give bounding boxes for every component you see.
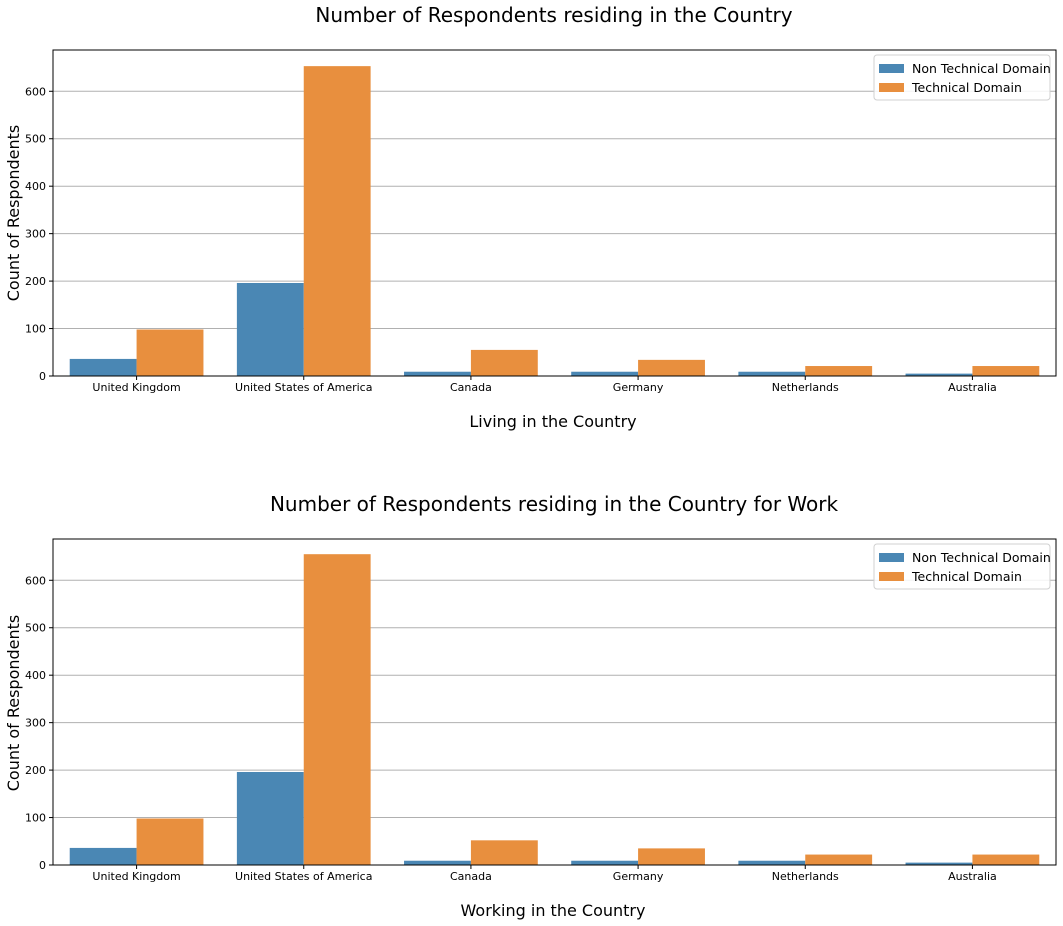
- legend-swatch: [879, 572, 904, 581]
- x-tick-label: United Kingdom: [92, 381, 180, 394]
- y-tick-label: 200: [25, 764, 46, 777]
- bar-non-technical: [404, 860, 471, 865]
- legend-swatch: [879, 553, 904, 562]
- y-tick-label: 100: [25, 812, 46, 825]
- x-axis-label: Living in the Country: [469, 412, 636, 431]
- bar-technical: [805, 854, 873, 865]
- chart-working: Number of Respondents residing in the Co…: [0, 463, 1063, 926]
- x-tick-label: Australia: [948, 870, 997, 883]
- legend: Non Technical Domain Technical Domain: [873, 543, 1051, 590]
- legend-box: [873, 543, 1051, 590]
- bar-non-technical: [905, 373, 973, 376]
- bar-non-technical: [571, 371, 639, 376]
- bar-non-technical: [738, 860, 806, 865]
- y-tick-label: 400: [25, 180, 46, 193]
- x-tick-label: United States of America: [235, 381, 372, 394]
- plot-frame: [52, 538, 1057, 866]
- bar-non-technical: [236, 771, 304, 865]
- bar-technical: [303, 66, 371, 377]
- legend-box: [873, 54, 1051, 101]
- bar-non-technical: [69, 847, 137, 865]
- chart-title: Number of Respondents residing in the Co…: [315, 3, 792, 27]
- y-tick-label: 0: [39, 370, 46, 383]
- x-tick-label: United Kingdom: [92, 870, 180, 883]
- x-tick-label: Canada: [450, 381, 492, 394]
- bar-technical: [136, 818, 204, 865]
- legend-swatch: [879, 64, 904, 73]
- x-tick-label: Germany: [613, 870, 664, 883]
- y-tick-label: 100: [25, 323, 46, 336]
- bar-technical: [972, 366, 1040, 376]
- bar-non-technical: [236, 282, 304, 376]
- x-tick-label: United States of America: [235, 870, 372, 883]
- bar-technical: [470, 349, 538, 376]
- legend-label: Technical Domain: [911, 569, 1022, 584]
- bar-technical: [638, 848, 705, 865]
- chart-living-svg: Number of Respondents residing in the Co…: [4, 3, 1057, 431]
- bar-technical: [972, 854, 1040, 865]
- plot-area: 0 100 200 300 400 500 600 United Kingdom United …: [25, 538, 1057, 883]
- bar-technical: [805, 366, 873, 376]
- bar-non-technical: [69, 358, 137, 376]
- y-tick-label: 300: [25, 228, 46, 241]
- legend-label: Non Technical Domain: [912, 61, 1051, 76]
- legend-label: Technical Domain: [911, 80, 1022, 95]
- x-tick-label: Canada: [450, 870, 492, 883]
- x-tick-label: Germany: [613, 381, 664, 394]
- bar-technical: [470, 840, 538, 865]
- x-tick-label: Australia: [948, 381, 997, 394]
- y-tick-label: 200: [25, 275, 46, 288]
- legend-label: Non Technical Domain: [912, 550, 1051, 565]
- legend: Non Technical Domain Technical Domain: [873, 54, 1051, 101]
- bar-non-technical: [404, 371, 471, 376]
- y-tick-label: 500: [25, 622, 46, 635]
- y-tick-label: 500: [25, 133, 46, 146]
- y-tick-label: 400: [25, 669, 46, 682]
- x-axis-label: Working in the Country: [461, 901, 646, 920]
- bar-non-technical: [905, 862, 973, 865]
- bar-non-technical: [738, 371, 806, 376]
- legend-swatch: [879, 83, 904, 92]
- bar-technical: [638, 359, 705, 376]
- y-tick-label: 600: [25, 85, 46, 98]
- x-tick-label: Netherlands: [772, 870, 839, 883]
- x-tick-label: Netherlands: [772, 381, 839, 394]
- y-tick-label: 600: [25, 574, 46, 587]
- plot-frame: [52, 49, 1057, 377]
- chart-working-svg: Number of Respondents residing in the Co…: [4, 492, 1057, 920]
- y-axis-label: Count of Respondents: [4, 615, 23, 792]
- bar-technical: [136, 329, 204, 376]
- y-tick-label: 0: [39, 859, 46, 872]
- bar-technical: [303, 554, 371, 865]
- chart-title: Number of Respondents residing in the Co…: [270, 492, 839, 516]
- y-axis-label: Count of Respondents: [4, 125, 23, 302]
- y-tick-label: 300: [25, 717, 46, 730]
- plot-area: 0 100 200 300 400 500 600 United Kingdom United …: [25, 49, 1057, 394]
- bar-non-technical: [571, 860, 639, 865]
- chart-living: Number of Respondents residing in the Co…: [4, 3, 1057, 431]
